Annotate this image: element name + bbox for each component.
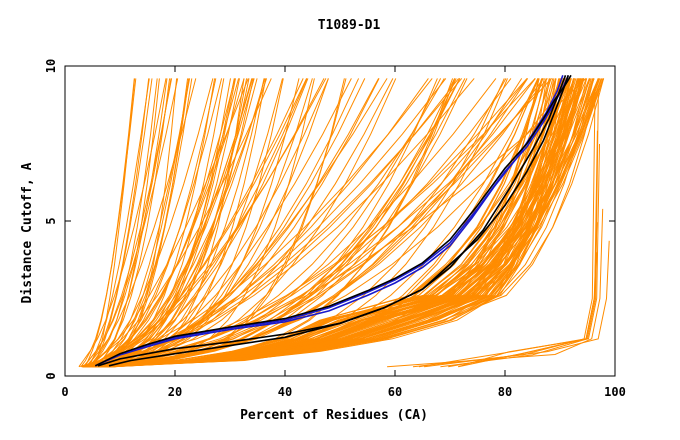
model-curve-192 [100, 78, 544, 368]
model-curve-202 [458, 143, 600, 368]
model-curves [78, 78, 610, 368]
model-curve-81 [96, 78, 466, 368]
model-curve-78 [95, 78, 380, 368]
model-curve-51 [99, 78, 468, 368]
model-curve-98 [94, 78, 475, 368]
model-curve-109 [96, 78, 300, 368]
x-tick-label-60: 60 [388, 385, 402, 399]
x-tick-label-100: 100 [604, 385, 626, 399]
model-curve-1 [87, 78, 158, 368]
model-curve-89 [99, 78, 329, 368]
chart-title: T1089-D1 [318, 18, 381, 33]
highlight-series-2 [94, 74, 572, 367]
model-curve-36 [78, 78, 253, 368]
x-tick-label-20: 20 [168, 385, 182, 399]
model-curve-68 [82, 78, 254, 368]
model-curve-206 [440, 89, 599, 368]
model-curve-18 [83, 78, 179, 368]
x-tick-label-80: 80 [498, 385, 512, 399]
highlight-series-0 [94, 74, 570, 367]
model-curve-6 [88, 78, 245, 368]
x-tick-label-0: 0 [61, 385, 68, 399]
y-tick-label-5: 5 [44, 217, 58, 224]
model-curve-207 [458, 130, 598, 368]
highlighted-curves [94, 74, 572, 367]
tick-labels: 0 20 40 60 80 100 0 5 10 [44, 59, 626, 399]
model-curve-34 [93, 78, 160, 368]
model-curve-85 [111, 78, 315, 368]
model-curve-33 [85, 78, 150, 368]
model-curve-194 [82, 78, 554, 368]
model-curve-35 [88, 78, 249, 368]
model-curve-102 [88, 78, 284, 368]
model-curve-191 [110, 78, 584, 368]
y-tick-label-10: 10 [44, 59, 58, 73]
axis-ticks [64, 65, 616, 377]
model-curve-0 [78, 78, 167, 367]
y-tick-label-0: 0 [44, 372, 58, 379]
model-curve-84 [87, 78, 255, 368]
model-curve-9 [80, 78, 135, 367]
y-axis-label: Distance Cutoff, A [20, 162, 35, 303]
model-curve-99 [88, 78, 571, 368]
highlight-series-4 [108, 75, 567, 367]
model-curve-20 [81, 78, 193, 368]
model-curve-104 [88, 78, 345, 368]
model-curve-91 [87, 78, 507, 368]
model-curve-199 [106, 78, 604, 368]
model-curve-67 [104, 78, 231, 368]
model-curve-19 [88, 78, 150, 367]
model-curve-83 [88, 78, 463, 368]
model-curve-106 [98, 78, 512, 368]
x-tick-label-40: 40 [278, 385, 292, 399]
model-curve-69 [88, 78, 459, 368]
model-curve-27 [88, 78, 172, 368]
model-curve-196 [94, 78, 571, 368]
x-axis-label: Percent of Residues (CA) [240, 408, 428, 423]
